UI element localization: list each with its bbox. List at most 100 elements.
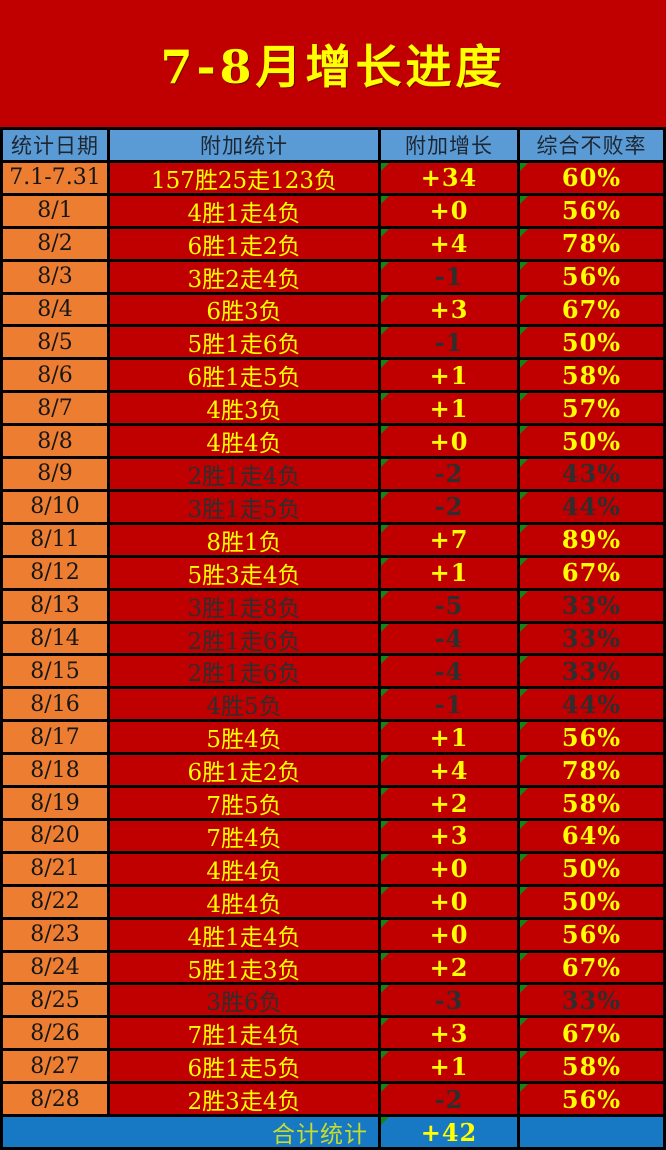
growth-cell: -1	[381, 261, 517, 292]
rate-cell: 44%	[520, 491, 663, 522]
error-triangle-icon	[381, 228, 389, 237]
error-triangle-icon	[520, 722, 528, 731]
rate-cell: 50%	[520, 327, 663, 358]
growth-cell: -1	[381, 327, 517, 358]
date-cell: 8/5	[3, 327, 107, 358]
stats-cell: 4胜1走4负	[110, 195, 378, 226]
stats-table: 统计日期 附加统计 附加增长 综合不败率 7.1-7.31 157胜25走123负…	[0, 127, 666, 1150]
stats-cell: 4胜3负	[110, 393, 378, 424]
date-cell: 8/17	[3, 722, 107, 753]
rate-cell: 33%	[520, 590, 663, 621]
error-triangle-icon	[520, 952, 528, 961]
date-cell: 8/10	[3, 491, 107, 522]
error-triangle-icon	[381, 1084, 389, 1093]
header-stats: 附加统计	[110, 130, 378, 160]
stats-cell: 7胜5负	[110, 788, 378, 818]
error-triangle-icon	[381, 162, 389, 171]
error-triangle-icon	[381, 788, 389, 797]
error-triangle-icon	[381, 689, 389, 698]
date-cell: 8/16	[3, 689, 107, 720]
error-triangle-icon	[520, 261, 528, 270]
date-cell: 8/3	[3, 261, 107, 292]
error-triangle-icon	[381, 393, 389, 402]
error-triangle-icon	[381, 195, 389, 204]
date-cell: 8/24	[3, 952, 107, 983]
stats-cell: 3胜6负	[110, 985, 378, 1016]
error-triangle-icon	[520, 491, 528, 500]
date-cell: 8/21	[3, 853, 107, 884]
stats-cell: 5胜4负	[110, 722, 378, 753]
error-triangle-icon	[520, 294, 528, 303]
stats-cell: 4胜4负	[110, 853, 378, 884]
growth-cell: -3	[381, 985, 517, 1016]
rate-cell: 56%	[520, 919, 663, 950]
date-cell: 8/12	[3, 557, 107, 588]
growth-cell: -2	[381, 1084, 517, 1115]
stats-cell: 8胜1负	[110, 524, 378, 555]
rate-cell: 50%	[520, 853, 663, 884]
growth-cell: +1	[381, 557, 517, 588]
error-triangle-icon	[520, 886, 528, 895]
date-cell: 8/4	[3, 294, 107, 325]
error-triangle-icon	[381, 261, 389, 270]
growth-cell: +3	[381, 820, 517, 851]
error-triangle-icon	[520, 590, 528, 599]
growth-cell: +3	[381, 1018, 517, 1049]
error-triangle-icon	[381, 294, 389, 303]
growth-cell: -1	[381, 689, 517, 720]
stats-cell: 5胜3走4负	[110, 557, 378, 588]
date-cell: 8/19	[3, 788, 107, 818]
stats-cell: 3胜1走8负	[110, 590, 378, 621]
growth-cell: -5	[381, 590, 517, 621]
error-triangle-icon	[381, 327, 389, 336]
rate-cell: 67%	[520, 294, 663, 325]
growth-cell: +4	[381, 228, 517, 259]
header-date: 统计日期	[3, 130, 107, 160]
error-triangle-icon	[381, 557, 389, 566]
growth-cell: -4	[381, 656, 517, 687]
date-cell: 8/20	[3, 820, 107, 851]
rate-cell: 50%	[520, 426, 663, 457]
stats-cell: 4胜4负	[110, 426, 378, 457]
error-triangle-icon	[520, 228, 528, 237]
growth-cell: +0	[381, 919, 517, 950]
growth-cell: -2	[381, 491, 517, 522]
date-cell: 8/14	[3, 623, 107, 654]
error-triangle-icon	[520, 788, 528, 797]
date-cell: 8/28	[3, 1084, 107, 1115]
error-triangle-icon	[381, 590, 389, 599]
growth-cell: +3	[381, 294, 517, 325]
stats-cell: 157胜25走123负	[110, 162, 378, 193]
rate-cell: 57%	[520, 393, 663, 424]
date-cell: 8/9	[3, 459, 107, 489]
stats-cell: 6胜1走5负	[110, 360, 378, 391]
rate-cell: 56%	[520, 1084, 663, 1115]
rate-cell: 33%	[520, 623, 663, 654]
growth-cell: +34	[381, 162, 517, 193]
rate-cell: 67%	[520, 1018, 663, 1049]
stats-cell: 3胜2走4负	[110, 261, 378, 292]
stats-cell: 4胜1走4负	[110, 919, 378, 950]
error-triangle-icon	[520, 985, 528, 994]
stats-cell: 6胜1走5负	[110, 1051, 378, 1082]
stats-cell: 5胜1走3负	[110, 952, 378, 983]
error-triangle-icon	[381, 985, 389, 994]
stats-cell: 2胜1走6负	[110, 656, 378, 687]
date-cell: 8/27	[3, 1051, 107, 1082]
rate-cell: 56%	[520, 195, 663, 226]
growth-cell: +0	[381, 853, 517, 884]
stats-cell: 7胜1走4负	[110, 1018, 378, 1049]
growth-cell: +0	[381, 426, 517, 457]
date-cell: 8/6	[3, 360, 107, 391]
error-triangle-icon	[520, 656, 528, 665]
rate-cell: 78%	[520, 755, 663, 786]
stats-cell: 2胜1走4负	[110, 459, 378, 489]
error-triangle-icon	[520, 689, 528, 698]
error-triangle-icon	[520, 360, 528, 369]
date-cell: 8/22	[3, 886, 107, 917]
stats-cell: 3胜1走5负	[110, 491, 378, 522]
growth-cell: +4	[381, 755, 517, 786]
error-triangle-icon	[520, 195, 528, 204]
rate-cell: 58%	[520, 788, 663, 818]
